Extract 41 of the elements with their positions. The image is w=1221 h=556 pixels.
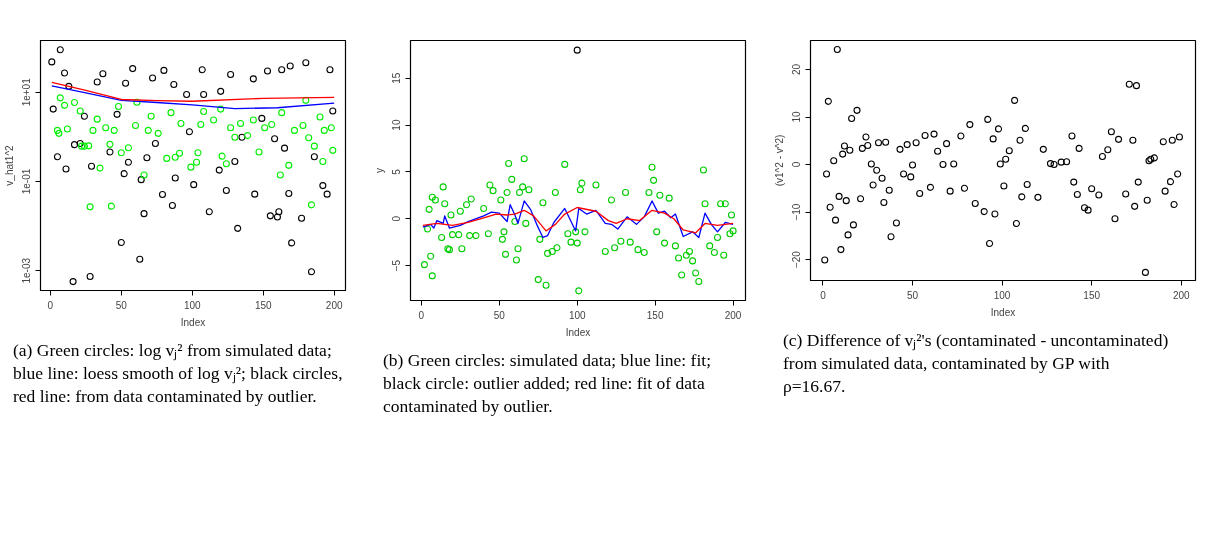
- text: (c) Difference of vⱼ²'s (contaminated - uncontaminated) from simulated data, contaminated by GP with ρ=16.67.: [783, 329, 1170, 398]
- line-series: [51, 85, 335, 110]
- x-tick-label: 50: [115, 299, 128, 311]
- x-tick-label: 0: [47, 299, 54, 311]
- x-axis-title: Index: [565, 326, 591, 338]
- y-tick-label: 10: [791, 111, 803, 123]
- y-tick-label: −10: [791, 203, 803, 221]
- y-tick-label: −5: [391, 259, 403, 272]
- y-tick-label: 0: [791, 161, 803, 168]
- y-tick-label: 1e+01: [21, 77, 33, 107]
- line-series: [422, 206, 734, 234]
- x-tick-label: 150: [646, 309, 664, 321]
- line-series: [422, 200, 734, 239]
- y-axis-title: y: [373, 168, 385, 173]
- x-tick-label: 100: [183, 299, 202, 311]
- x-tick-label: 50: [493, 309, 506, 321]
- x-axis-title: Index: [990, 306, 1016, 318]
- x-tick-label: 0: [418, 309, 425, 321]
- x-tick-label: 200: [724, 309, 742, 321]
- text: (a) Green circles: log vⱼ² from simulated data; blue line: loess smooth of log vⱼ²; black circles, red line: from data contaminated by outlier.: [13, 339, 344, 408]
- x-tick-label: 200: [1172, 289, 1191, 301]
- x-tick-label: 50: [906, 289, 919, 301]
- y-axis-title: v_hat1^2: [3, 144, 15, 186]
- x-tick-label: 150: [254, 299, 273, 311]
- y-tick-label: 5: [391, 168, 403, 175]
- y-tick-label: 10: [391, 119, 403, 131]
- y-tick-label: 15: [391, 72, 403, 84]
- x-tick-label: 100: [568, 309, 586, 321]
- y-tick-label: −20: [791, 250, 803, 269]
- y-tick-label: 1e-01: [21, 168, 33, 195]
- y-tick-label: 0: [391, 215, 403, 222]
- y-axis-title: (v1^2 - v^2): [773, 134, 785, 187]
- y-tick-label: 1e-03: [21, 257, 33, 284]
- text: (b) Green circles: simulated data; blue line: fit; black circle: outlier added; red line: fit of data contaminated by outlier.: [383, 349, 712, 418]
- x-tick-label: 0: [820, 289, 827, 301]
- line-series: [51, 81, 335, 102]
- x-tick-label: 150: [1083, 289, 1101, 301]
- y-tick-label: 20: [791, 63, 803, 76]
- x-tick-label: 100: [993, 289, 1011, 301]
- x-tick-label: 200: [325, 299, 343, 311]
- x-axis-title: Index: [180, 316, 206, 328]
